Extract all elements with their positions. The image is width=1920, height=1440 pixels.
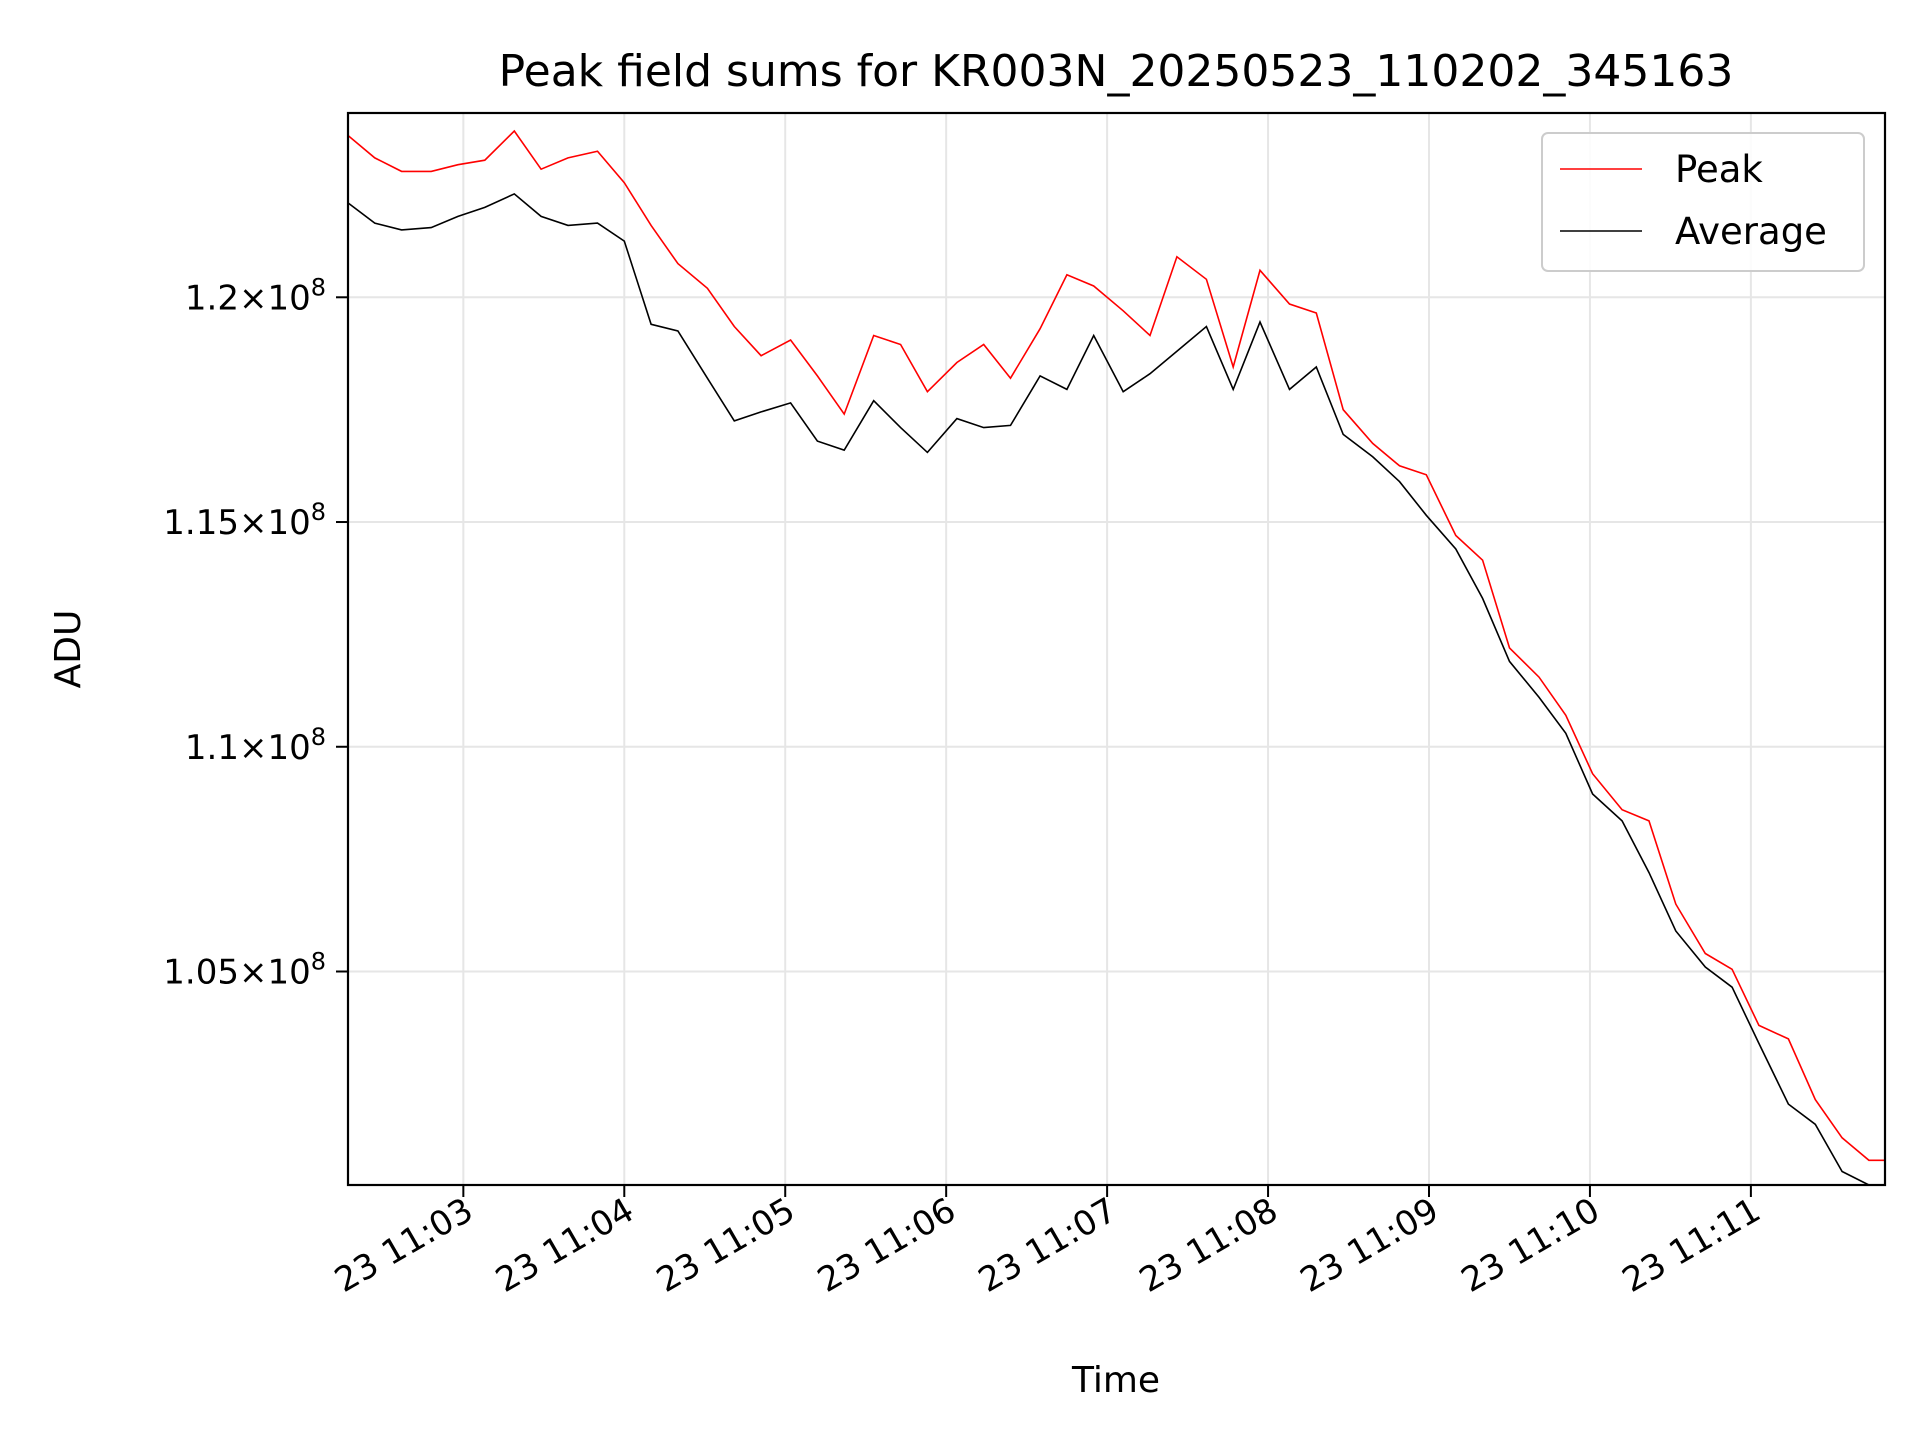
plot-frame <box>346 111 1887 1187</box>
y-tick-label: 1.05×108 <box>163 947 326 992</box>
legend-label-average: Average <box>1675 210 1827 253</box>
series-line-peak <box>348 129 1885 1162</box>
x-axis-label: Time <box>1071 1360 1160 1401</box>
grid <box>348 113 1885 1185</box>
y-tick-label: 1.15×108 <box>163 498 326 543</box>
legend-label-peak: Peak <box>1675 148 1763 191</box>
chart-title: Peak field sums for KR003N_20250523_1102… <box>499 46 1734 97</box>
y-axis-label: ADU <box>48 610 89 689</box>
y-axis-ticks: 1.05×108 1.1×108 1.15×108 1.2×108 <box>163 273 348 992</box>
legend: Peak Average <box>1541 132 1865 272</box>
y-tick-label: 1.1×108 <box>185 723 326 768</box>
legend-box <box>1541 132 1865 272</box>
series-line-average <box>348 192 1885 1185</box>
plot-lines <box>348 129 1885 1185</box>
y-tick-label: 1.2×108 <box>185 273 326 318</box>
